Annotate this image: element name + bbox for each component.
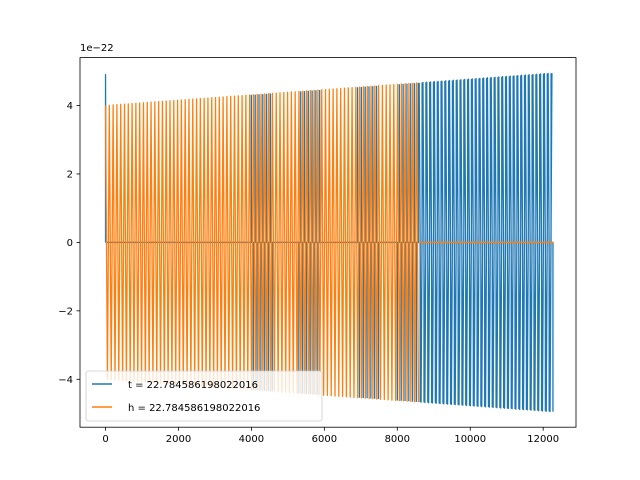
y-tick-label: −4 [58,375,73,386]
x-tick-label: 0 [102,434,108,445]
x-tick-label: 12000 [527,434,559,445]
y-tick-label: −2 [58,306,73,317]
series-line-h [104,82,420,403]
plot-area [104,72,554,413]
x-tick-label: 6000 [312,434,337,445]
y-tick-label: 4 [67,101,73,112]
legend: t = 22.784586198022016 h = 22.7845861980… [85,370,323,422]
legend-label-t: t = 22.784586198022016 [128,380,258,391]
y-tick-label: 2 [67,169,73,180]
legend-frame [85,370,323,422]
x-tick-label: 4000 [239,434,264,445]
x-tick-label: 8000 [385,434,410,445]
legend-label-h: h = 22.784586198022016 [128,403,260,414]
series-line-t [104,72,554,413]
x-axis: 0 2000 4000 6000 8000 10000 12000 [102,427,559,445]
x-tick-label: 10000 [454,434,486,445]
y-offset-label: 1e−22 [80,43,114,54]
x-tick-label: 2000 [166,434,191,445]
y-axis: −4 −2 0 2 4 [58,101,80,386]
y-tick-label: 0 [67,238,73,249]
